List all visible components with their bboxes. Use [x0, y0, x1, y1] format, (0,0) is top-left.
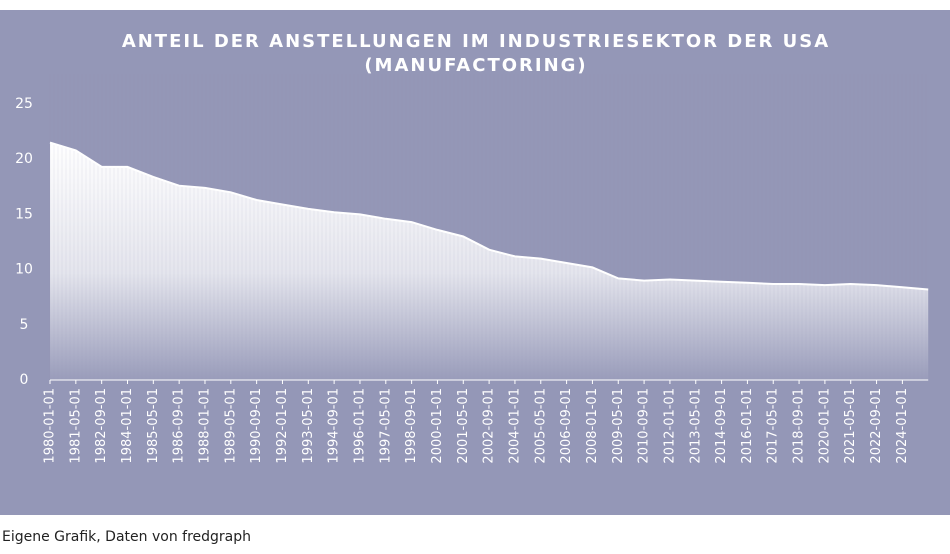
y-tick-label: 0 [20, 372, 29, 388]
x-tick-label: 2014-09-01 [714, 388, 729, 464]
x-tick-label: 1994-09-01 [327, 388, 342, 464]
x-tick-label: 2005-05-01 [533, 388, 548, 464]
x-tick-label: 1989-05-01 [223, 388, 238, 464]
x-tick-label: 2018-09-01 [792, 388, 807, 464]
x-tick-label: 2012-01-01 [662, 388, 677, 464]
y-tick-label: 10 [15, 262, 33, 278]
x-tick-label: 2008-01-01 [585, 388, 600, 464]
x-tick-label: 2002-09-01 [482, 388, 497, 464]
x-tick-label: 2009-05-01 [611, 388, 626, 464]
x-tick-label: 1992-01-01 [275, 388, 290, 464]
x-tick-label: 2013-05-01 [688, 388, 703, 464]
x-tick-label: 1990-09-01 [249, 388, 264, 464]
y-tick-label: 20 [15, 151, 33, 167]
x-tick-label: 2001-05-01 [456, 388, 471, 464]
x-tick-label: 2000-01-01 [430, 388, 445, 464]
y-tick-label: 25 [15, 96, 33, 112]
x-tick-label: 2024-01-01 [895, 388, 910, 464]
x-tick-label: 1988-01-01 [197, 388, 212, 464]
x-tick-label: 2017-05-01 [766, 388, 781, 464]
x-tick-label: 1985-05-01 [146, 388, 161, 464]
x-tick-label: 2006-09-01 [559, 388, 574, 464]
y-tick-label: 15 [15, 206, 33, 222]
x-tick-label: 1998-09-01 [404, 388, 419, 464]
chart-title: ANTEIL DER ANSTELLUNGEN IM INDUSTRIESEKT… [122, 31, 830, 52]
x-tick-label: 2021-05-01 [843, 388, 858, 464]
x-tick-label: 1980-01-01 [43, 388, 58, 464]
caption: Eigene Grafik, Daten von fredgraph [2, 529, 251, 545]
x-tick-label: 2016-01-01 [740, 388, 755, 464]
area [50, 142, 929, 380]
x-tick-label: 1996-01-01 [352, 388, 367, 464]
x-tick-label: 1982-09-01 [94, 388, 109, 464]
y-tick-label: 5 [20, 317, 29, 333]
x-tick-label: 1984-01-01 [120, 388, 135, 464]
chart-title: (MANUFACTORING) [364, 55, 587, 76]
x-tick-label: 1986-09-01 [172, 388, 187, 464]
x-tick-label: 1981-05-01 [68, 388, 83, 464]
x-tick-label: 2010-09-01 [637, 388, 652, 464]
x-tick-label: 2020-01-01 [817, 388, 832, 464]
x-tick-label: 1997-05-01 [378, 388, 393, 464]
x-tick-label: 1993-05-01 [301, 388, 316, 464]
area-edge [49, 141, 929, 291]
x-tick-label: 2004-01-01 [507, 388, 522, 464]
x-tick-label: 2022-09-01 [869, 388, 884, 464]
